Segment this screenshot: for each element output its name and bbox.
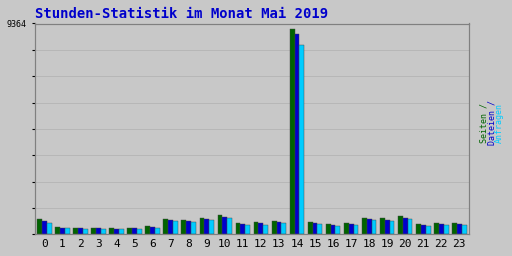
Bar: [114, 229, 119, 234]
Text: Seiten /: Seiten /: [479, 103, 488, 143]
Bar: [65, 229, 70, 234]
Bar: [60, 228, 65, 234]
Bar: [236, 222, 241, 234]
Text: Dateien /: Dateien /: [487, 100, 496, 145]
Bar: [253, 222, 259, 234]
Bar: [349, 224, 353, 234]
Bar: [163, 219, 168, 234]
Bar: [416, 224, 421, 234]
Bar: [425, 226, 431, 234]
Bar: [326, 224, 331, 234]
Bar: [276, 222, 282, 234]
Bar: [245, 225, 250, 234]
Bar: [222, 217, 227, 234]
Bar: [78, 228, 83, 234]
Bar: [155, 228, 160, 234]
Bar: [372, 220, 376, 234]
Bar: [227, 218, 232, 234]
Bar: [403, 218, 408, 234]
Bar: [290, 29, 294, 234]
Bar: [444, 225, 449, 234]
Bar: [331, 225, 335, 234]
Bar: [434, 223, 439, 234]
Bar: [181, 220, 186, 234]
Bar: [421, 225, 425, 234]
Bar: [313, 223, 317, 234]
Bar: [73, 228, 78, 234]
Bar: [42, 221, 47, 234]
Bar: [83, 229, 88, 234]
Bar: [145, 226, 151, 234]
Bar: [209, 220, 214, 234]
Bar: [241, 224, 245, 234]
Bar: [380, 218, 385, 234]
Bar: [344, 223, 349, 234]
Bar: [457, 224, 462, 234]
Bar: [308, 222, 313, 234]
Bar: [353, 225, 358, 234]
Bar: [294, 35, 300, 234]
Bar: [452, 223, 457, 234]
Bar: [55, 227, 60, 234]
Bar: [335, 226, 340, 234]
Bar: [47, 223, 52, 234]
Bar: [200, 218, 204, 234]
Bar: [173, 221, 178, 234]
Bar: [186, 221, 191, 234]
Bar: [191, 222, 196, 234]
Bar: [385, 220, 390, 234]
Bar: [300, 46, 304, 234]
Bar: [282, 223, 286, 234]
Bar: [96, 228, 101, 234]
Bar: [168, 220, 173, 234]
Bar: [439, 224, 444, 234]
Bar: [101, 229, 106, 234]
Bar: [204, 219, 209, 234]
Bar: [151, 227, 155, 234]
Bar: [362, 218, 367, 234]
Bar: [390, 221, 394, 234]
Bar: [272, 221, 276, 234]
Bar: [263, 225, 268, 234]
Bar: [119, 229, 124, 234]
Bar: [462, 225, 466, 234]
Text: Anfragen: Anfragen: [495, 103, 504, 143]
Bar: [317, 224, 323, 234]
Bar: [127, 228, 132, 234]
Bar: [259, 223, 263, 234]
Bar: [132, 229, 137, 234]
Bar: [91, 228, 96, 234]
Bar: [110, 228, 114, 234]
Bar: [398, 216, 403, 234]
Bar: [367, 219, 372, 234]
Bar: [218, 215, 222, 234]
Bar: [137, 229, 142, 234]
Bar: [37, 219, 42, 234]
Text: Stunden-Statistik im Monat Mai 2019: Stunden-Statistik im Monat Mai 2019: [35, 7, 328, 21]
Bar: [408, 219, 413, 234]
